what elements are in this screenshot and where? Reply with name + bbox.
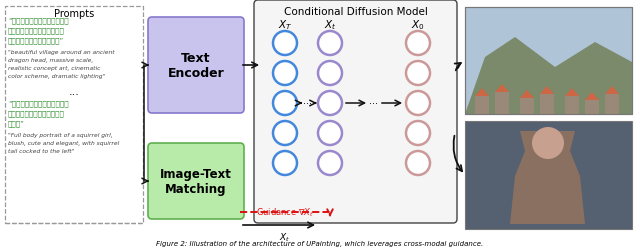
Circle shape [318,32,342,56]
Circle shape [273,122,297,146]
FancyBboxPatch shape [540,94,554,114]
Text: $X_t$: $X_t$ [280,231,291,243]
Text: 红、可爱、优雅，向左翘着松: 红、可爱、优雅，向左翘着松 [8,110,65,116]
Circle shape [318,92,342,116]
Text: $X_T$: $X_T$ [278,18,292,32]
FancyBboxPatch shape [148,144,244,219]
Circle shape [273,92,297,116]
Polygon shape [585,93,599,100]
Text: Guidance $\nabla X_t$: Guidance $\nabla X_t$ [256,206,314,219]
Text: $X_t$: $X_t$ [324,18,336,32]
FancyBboxPatch shape [520,98,534,114]
Polygon shape [605,87,619,94]
Polygon shape [540,87,554,94]
Text: Conditional Diffusion Model: Conditional Diffusion Model [284,7,428,17]
Text: blush, cute and elegant, with squirrel: blush, cute and elegant, with squirrel [8,140,119,145]
Circle shape [406,122,430,146]
Polygon shape [510,132,585,224]
Text: ...: ... [68,87,79,97]
Circle shape [532,128,564,159]
Circle shape [273,152,297,175]
Polygon shape [495,85,509,93]
Text: Image-Text
Matching: Image-Text Matching [160,167,232,195]
FancyBboxPatch shape [565,96,579,114]
Circle shape [318,152,342,175]
Text: $X_0$: $X_0$ [411,18,425,32]
Polygon shape [520,91,534,98]
Text: Prompts: Prompts [54,9,94,19]
FancyBboxPatch shape [465,122,632,229]
Text: “一位松鼠女孩的全身肥像，腊: “一位松鼠女孩的全身肥像，腊 [8,100,68,106]
Circle shape [318,122,342,146]
FancyBboxPatch shape [585,100,599,114]
FancyBboxPatch shape [605,94,619,114]
Text: 模宏大，通真的概念艺术，电: 模宏大，通真的概念艺术，电 [8,27,65,34]
Circle shape [406,62,430,86]
Circle shape [318,62,342,86]
Circle shape [406,152,430,175]
Text: realistic concept art, cinematic: realistic concept art, cinematic [8,66,100,71]
Text: "beautiful village around an ancient: "beautiful village around an ancient [8,50,115,55]
Circle shape [273,62,297,86]
Text: ···: ··· [369,98,378,108]
FancyBboxPatch shape [148,18,244,114]
Circle shape [406,32,430,56]
FancyBboxPatch shape [475,96,489,114]
Text: tail cocked to the left": tail cocked to the left" [8,148,74,154]
Text: Text
Encoder: Text Encoder [168,52,225,80]
Text: "Full body portrait of a squirrel girl,: "Full body portrait of a squirrel girl, [8,132,113,138]
Polygon shape [465,38,632,115]
Text: 影色彩方案，戏剧性的灯光”: 影色彩方案，戏剧性的灯光” [8,37,64,44]
FancyBboxPatch shape [495,93,509,114]
Polygon shape [475,89,489,96]
Text: 鼠尾巴”: 鼠尾巴” [8,120,25,126]
Polygon shape [565,89,579,96]
Circle shape [406,92,430,116]
Text: color scheme, dramatic lighting": color scheme, dramatic lighting" [8,74,105,79]
FancyBboxPatch shape [254,1,457,223]
Circle shape [273,32,297,56]
Text: ···: ··· [303,98,312,108]
FancyBboxPatch shape [465,8,632,115]
Text: Figure 2: Illustration of the architecture of UPainting, which leverages cross-m: Figure 2: Illustration of the architectu… [156,240,484,246]
Text: dragon head, massive scale,: dragon head, massive scale, [8,58,93,63]
Text: “围绕古老龙头的美丽村庄，规: “围绕古老龙头的美丽村庄，规 [8,17,68,24]
